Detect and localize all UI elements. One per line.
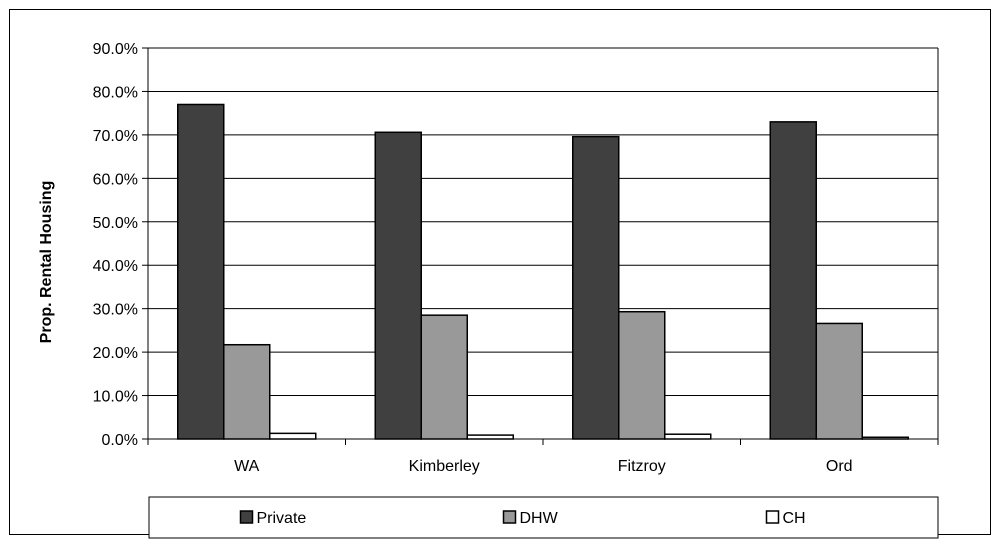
x-tick-label: Kimberley [409,458,480,475]
legend-swatch-private [239,510,254,524]
legend-box [148,496,939,539]
y-tick-label: 10.0% [93,389,138,406]
y-tick-label: 40.0% [93,258,138,275]
y-tick-label: 50.0% [93,215,138,232]
bar-ch-wa [269,432,317,440]
y-tick-label: 20.0% [93,345,138,362]
bar-dhw-wa [223,343,271,440]
bar-dhw-kimberley [420,314,468,440]
bar-private-kimberley [374,131,422,440]
legend-label-private: Private [257,510,307,527]
x-tick-label: Fitzroy [618,458,666,475]
y-axis-title: Prop. Rental Housing [38,181,55,344]
legend-swatch-ch [765,510,780,524]
y-tick-label: 70.0% [93,128,138,145]
bar-private-fitzroy [572,135,620,440]
x-tick-label: Ord [826,458,853,475]
bar-dhw-ord [815,322,863,440]
legend-label-dhw: DHW [520,510,559,527]
bars [177,103,909,440]
legend-label-ch: CH [783,510,806,527]
bar-ch-kimberley [466,434,514,440]
bar-dhw-fitzroy [618,310,666,440]
y-tick-label: 60.0% [93,171,138,188]
legend-swatch-dhw [502,510,517,524]
y-tick-label: 90.0% [93,41,138,58]
bar-private-ord [769,121,817,440]
x-tick-label: WA [234,458,260,475]
y-tick-label: 0.0% [102,432,138,449]
legend: Private DHW CH [148,496,939,539]
chart-frame [9,9,991,535]
bar-private-wa [177,103,225,440]
y-tick-label: 80.0% [93,84,138,101]
bar-ch-fitzroy [664,433,712,440]
axes: 0.0% 10.0% 20.0% 30.0% 40.0% 50.0% 60.0% 70.0% 8… [93,41,939,475]
y-tick-label: 30.0% [93,302,138,319]
